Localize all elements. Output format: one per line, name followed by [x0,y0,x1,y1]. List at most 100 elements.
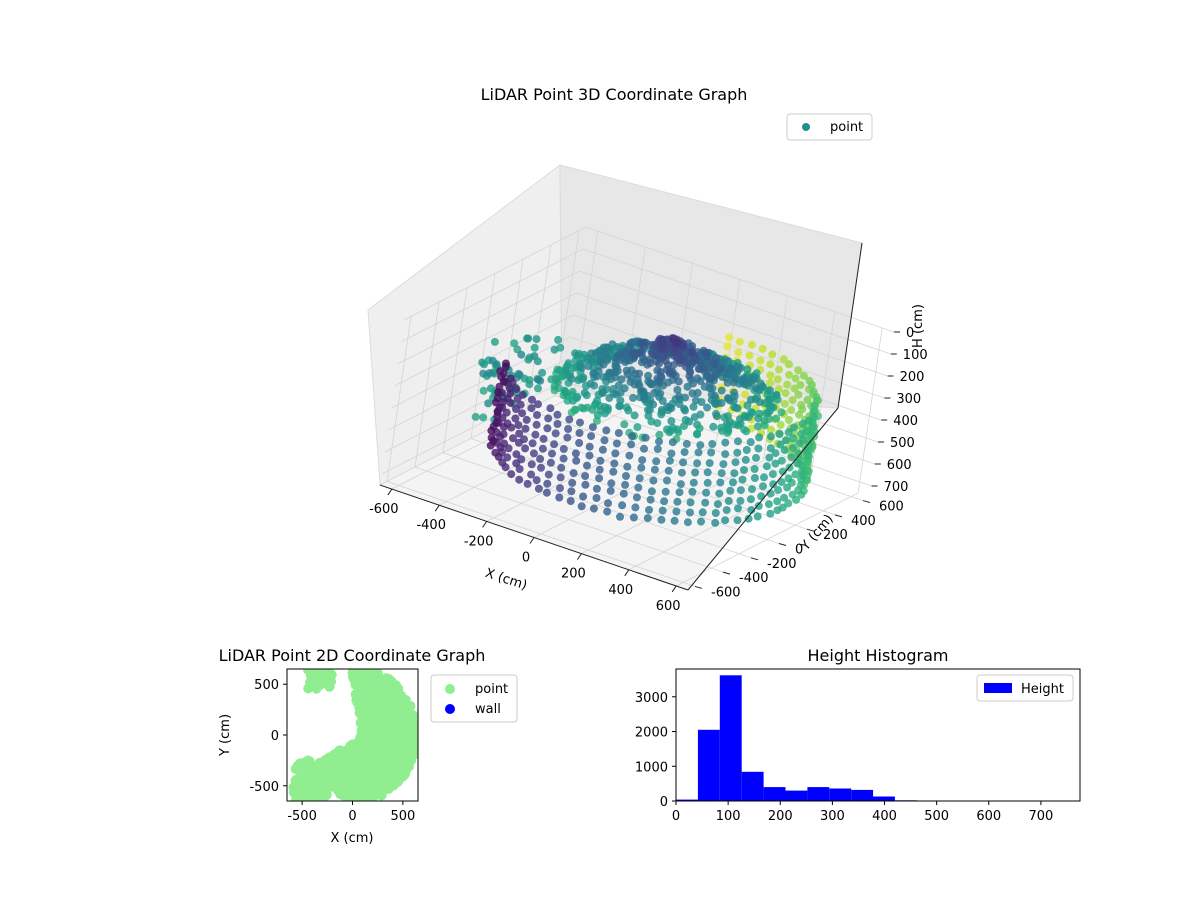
scatter-3d-point [655,430,664,439]
scatter-3d-point [499,430,508,439]
scatter-3d-point [674,377,683,386]
scatter-3d-point [645,505,653,514]
scatter-3d-point [577,364,586,372]
x-axis-label-2d: X (cm) [331,831,374,846]
chart-3d: LiDAR Point 3D Coordinate Graph -600-400… [367,85,928,614]
scatter-3d-point [583,461,591,470]
grid-line-x [439,247,646,506]
scatter-2d-point [354,794,365,801]
scatter-3d-point [546,458,555,467]
scatter-3d-point [479,386,488,395]
scatter-3d-point [664,466,673,475]
scatter-3d-point [797,467,806,476]
z-axis-line [837,242,863,409]
scatter-3d-point [532,335,541,344]
x-ticks-2d: -500 0 500 [287,801,415,824]
scatter-3d-point [746,395,755,404]
scatter-3d-point [760,416,769,425]
grid-line-y [554,230,864,501]
scatter-3d-point [622,472,630,480]
legend-2d-marker-point [445,684,455,694]
scatter-3d-point [634,483,643,492]
scatter-3d-point [579,404,588,413]
y-tick-label-2d: -500 [249,780,279,795]
scatter-3d-point [760,473,768,482]
scatter-3d-point [764,409,773,418]
scatter-3d-point [804,467,813,476]
chart-3d-title: LiDAR Point 3D Coordinate Graph [481,85,748,104]
x-axis-label-3d: X (cm) [483,566,529,594]
scatter-3d-point [788,444,797,453]
scatter-2d-point [304,776,315,787]
scatter-3d-point [734,421,742,430]
scatter-3d-point [762,462,771,471]
scatter-3d-point [641,433,650,442]
scatter-3d-point [794,366,803,375]
histogram-bar [851,789,874,801]
scatter-3d-point [517,350,526,359]
scatter-3d-point [717,399,726,407]
scatter-3d-point [693,430,702,439]
scatter-3d-point [697,398,706,406]
scatter-3d-point [619,489,628,498]
scatter-3d-point [520,374,529,383]
scatter-3d-point [723,342,732,351]
x-tick-3d [624,569,630,577]
scatter-3d-point [592,484,601,493]
x-tick-label-histogram: 600 [976,809,1001,824]
scatter-3d-point [787,406,796,414]
scatter-3d-point [789,434,798,443]
scatter-3d-point [688,389,697,398]
legend-3d-marker [802,123,810,131]
scatter-3d-point [738,475,747,484]
legend-3d-label: point [830,120,863,135]
scatter-3d-point [773,395,782,404]
scatter-3d-point [527,460,536,469]
scatter-2d-point [357,681,367,692]
scatter-3d-point [779,355,788,364]
scatter-3d-point [676,480,685,489]
scatter-3d-point [550,440,559,449]
scatter-3d-point [506,389,515,398]
scatter-3d-point [781,389,790,398]
scatter-2d-point [326,669,337,680]
scatter-3d-point [502,408,511,417]
scatter-3d-point [807,381,816,389]
histogram-bar [807,787,830,801]
scatter-3d-point [683,382,692,391]
scatter-2d-point [357,731,368,742]
scatter-3d-point [709,422,718,431]
scatter-3d-point [609,368,618,377]
scatter-3d-point [673,497,682,506]
scatter-3d-point [794,486,803,495]
scatter-3d-point [686,498,695,507]
histogram-title: Height Histogram [808,646,949,665]
scatter-3d-point [543,479,552,488]
scatter-3d-point [556,484,564,493]
x-tick-label-histogram: 300 [820,809,845,824]
scatter-3d-point [744,413,753,421]
legend-histogram-swatch [984,683,1012,693]
scatter-3d-point [515,429,524,438]
scatter-3d-point [742,427,751,436]
scatter-3d-point [585,442,594,451]
y-tick-label-3d: 200 [823,528,848,543]
scatter-3d-point [689,478,698,487]
scatter-3d-point [550,382,559,391]
y-tick-label-3d: 400 [851,514,876,529]
z-axis-label-3d: H (cm) [911,304,926,348]
scatter-3d-point [658,396,667,405]
legend-3d-box [786,113,873,141]
scatter-3d-point [711,359,720,368]
scatter-3d-point [612,354,621,363]
scatter-2d-point [379,767,390,778]
x-tick-label-3d: -400 [416,518,446,533]
scatter-2d-point [371,734,382,745]
z-tick-label-3d: 200 [900,370,925,385]
scatter-3d-point [719,460,728,469]
scatter-3d-point [715,489,724,498]
scatter-3d-point [628,432,636,441]
scatter-3d-point [665,456,674,465]
scatter-3d-point [643,514,652,523]
scatter-3d-point [495,382,504,391]
